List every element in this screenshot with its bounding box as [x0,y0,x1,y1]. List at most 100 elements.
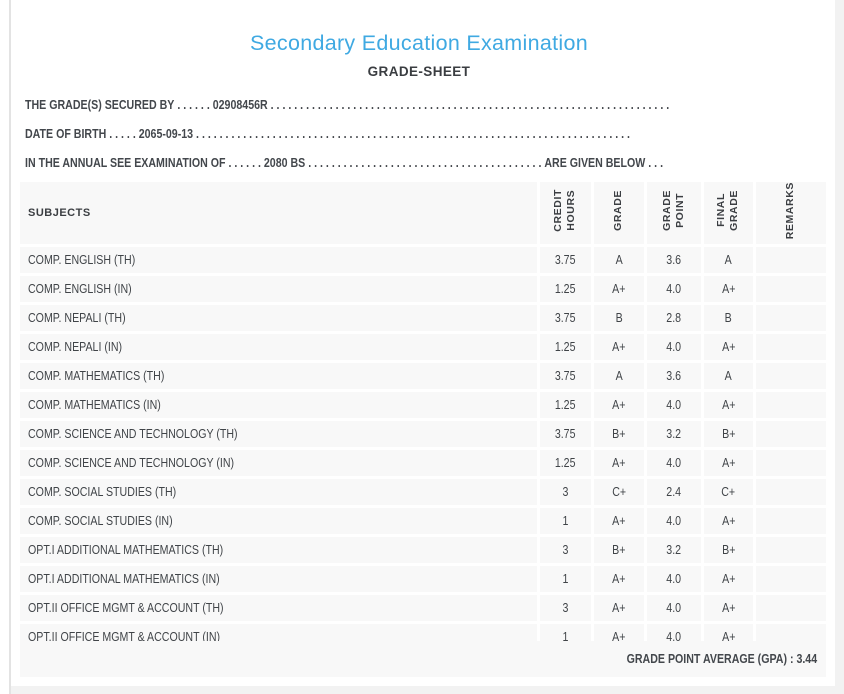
cell-final-grade: A+ [704,276,756,306]
cell-grade: A+ [594,334,647,364]
cell-remarks [756,247,826,277]
cell-final-grade: A+ [704,595,756,625]
cell-grade-point: 4.0 [647,508,704,538]
info-line-date-of-birth: DATE OF BIRTH . . . . . 2065-09-13 . . .… [25,119,824,148]
gpa-value: 3.44 [796,652,817,666]
dotted-fill: . . . . . . [174,97,213,112]
cell-remarks [756,566,826,596]
cell-grade-point: 3.2 [647,537,704,567]
cell-credit-hours: 3.75 [540,363,594,393]
table-row: OPT.I ADDITIONAL MATHEMATICS (IN) 1 A+ 4.0 A… [20,566,826,596]
cell-final-grade: A+ [704,392,756,422]
table-row: COMP. ENGLISH (TH) 3.75 A 3.6 A [20,247,826,277]
cell-credit-hours: 1.25 [540,450,594,480]
candidate-info-block: THE GRADE(S) SECURED BY . . . . . . 0290… [25,90,825,177]
info-suffix: ARE GIVEN BELOW . . . [544,155,664,170]
gpa-label: GRADE POINT AVERAGE (GPA) : [626,652,794,666]
table-row: COMP. ENGLISH (IN) 1.25 A+ 4.0 A+ [20,276,826,306]
cell-subject: OPT.I ADDITIONAL MATHEMATICS (TH) [20,537,540,567]
cell-remarks [756,305,826,335]
cell-grade: B+ [594,537,647,567]
gpa-summary-bar: GRADE POINT AVERAGE (GPA) : 3.44 [20,641,826,677]
cell-grade: B+ [594,421,647,451]
column-header-subjects: SUBJECTS [20,182,540,248]
cell-subject: COMP. SCIENCE AND TECHNOLOGY (IN) [20,450,540,480]
dotted-fill: . . . . . [106,126,139,141]
cell-subject: COMP. SCIENCE AND TECHNOLOGY (TH) [20,421,540,451]
cell-grade: A+ [594,566,647,596]
cell-final-grade: A [704,247,756,277]
cell-final-grade: A+ [704,450,756,480]
cell-remarks [756,334,826,364]
cell-grade-point: 4.0 [647,276,704,306]
table-row: COMP. SOCIAL STUDIES (TH) 3 C+ 2.4 C+ [20,479,826,509]
column-header-remarks: REMARKS [756,182,826,248]
cell-grade-point: 4.0 [647,566,704,596]
column-header-grade-point: GRADE POINT [647,182,704,248]
dotted-fill: . . . . . . [225,155,264,170]
info-line-exam-year: IN THE ANNUAL SEE EXAMINATION OF . . . .… [25,148,824,177]
vertical-scrollbar[interactable] [835,0,844,694]
cell-credit-hours: 3.75 [540,305,594,335]
cell-credit-hours: 1.25 [540,276,594,306]
cell-grade: A+ [594,450,647,480]
dotted-fill: . . . . . . . . . . . . . . . . . . . . … [193,126,630,141]
cell-remarks [756,537,826,567]
info-line-symbol-number: THE GRADE(S) SECURED BY . . . . . . 0290… [25,90,824,119]
table-row: COMP. MATHEMATICS (TH) 3.75 A 3.6 A [20,363,826,393]
cell-subject: COMP. NEPALI (TH) [20,305,540,335]
cell-credit-hours: 3 [540,595,594,625]
table-row: COMP. SCIENCE AND TECHNOLOGY (IN) 1.25 A+ 4… [20,450,826,480]
cell-final-grade: C+ [704,479,756,509]
cell-remarks [756,595,826,625]
cell-credit-hours: 1.25 [540,392,594,422]
cell-subject: COMP. MATHEMATICS (IN) [20,392,540,422]
cell-remarks [756,392,826,422]
cell-grade-point: 2.4 [647,479,704,509]
cell-credit-hours: 1.25 [540,334,594,364]
cell-credit-hours: 3.75 [540,421,594,451]
cell-grade: C+ [594,479,647,509]
cell-subject: OPT.II OFFICE MGMT & ACCOUNT (TH) [20,595,540,625]
cell-grade-point: 4.0 [647,450,704,480]
cell-grade-point: 3.6 [647,247,704,277]
column-header-final-grade: FINAL GRADE [704,182,756,248]
cell-credit-hours: 3.75 [540,247,594,277]
horizontal-scrollbar[interactable] [11,686,835,694]
cell-final-grade: A+ [704,566,756,596]
table-header-row: SUBJECTS CREDIT HOURS GRADE GRADE POINT … [20,182,826,248]
table-row: OPT.II OFFICE MGMT & ACCOUNT (TH) 3 A+ 4.0 A… [20,595,826,625]
cell-credit-hours: 3 [540,479,594,509]
table-row: COMP. MATHEMATICS (IN) 1.25 A+ 4.0 A+ [20,392,826,422]
cell-grade-point: 3.6 [647,363,704,393]
cell-credit-hours: 1 [540,508,594,538]
cell-grade-point: 4.0 [647,595,704,625]
cell-grade-point: 4.0 [647,334,704,364]
cell-final-grade: B [704,305,756,335]
dotted-fill: . . . . . . . . . . . . . . . . . . . . … [305,155,545,170]
cell-remarks [756,276,826,306]
cell-subject: COMP. SOCIAL STUDIES (TH) [20,479,540,509]
table-row: COMP. SOCIAL STUDIES (IN) 1 A+ 4.0 A+ [20,508,826,538]
gpa-text: GRADE POINT AVERAGE (GPA) : 3.44 [626,652,817,666]
date-of-birth-value: 2065-09-13 [138,126,194,141]
cell-grade-point: 3.2 [647,421,704,451]
cell-subject: COMP. MATHEMATICS (TH) [20,363,540,393]
cell-final-grade: A+ [704,508,756,538]
info-label: THE GRADE(S) SECURED BY [25,97,175,112]
cell-remarks [756,450,826,480]
cell-grade: A+ [594,392,647,422]
table-row: COMP. NEPALI (IN) 1.25 A+ 4.0 A+ [20,334,826,364]
exam-year-value: 2080 BS [263,155,306,170]
cell-subject: COMP. ENGLISH (IN) [20,276,540,306]
cell-subject: OPT.I ADDITIONAL MATHEMATICS (IN) [20,566,540,596]
cell-subject: COMP. NEPALI (IN) [20,334,540,364]
cell-remarks [756,363,826,393]
cell-grade-point: 2.8 [647,305,704,335]
cell-grade: A [594,247,647,277]
cell-subject: COMP. ENGLISH (TH) [20,247,540,277]
cell-final-grade: A [704,363,756,393]
cell-remarks [756,421,826,451]
info-label: DATE OF BIRTH [25,126,107,141]
cell-remarks [756,508,826,538]
